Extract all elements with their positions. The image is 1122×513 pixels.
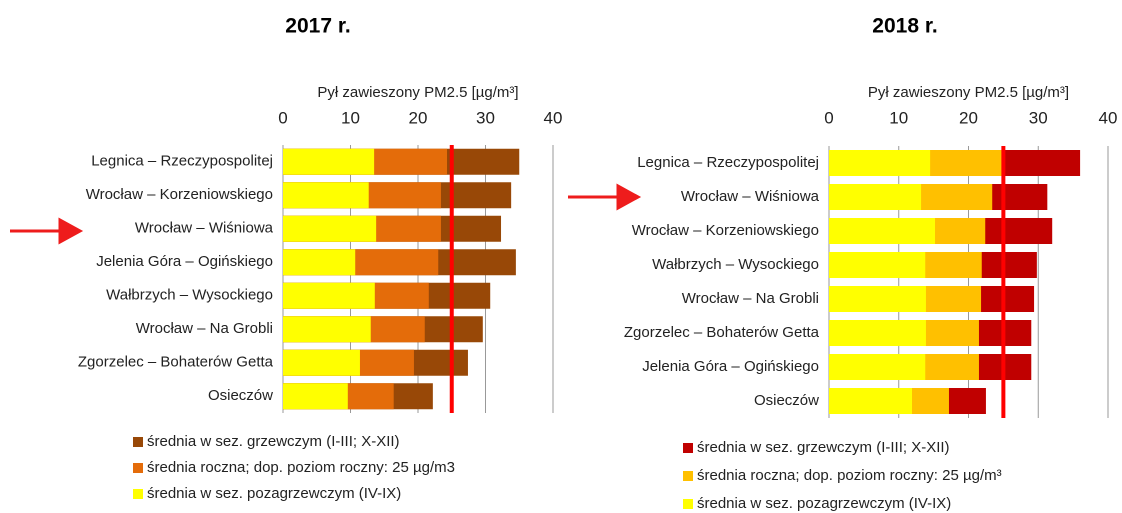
x-tick-label: 20 xyxy=(959,108,978,127)
bar xyxy=(283,182,369,209)
bar xyxy=(283,249,356,276)
category-label: Jelenia Góra – Ogińskiego xyxy=(96,253,273,270)
category-label: Wrocław – Wiśniowa xyxy=(681,188,820,205)
x-tick-label: 40 xyxy=(544,108,563,127)
x-tick-label: 0 xyxy=(824,108,833,127)
bar xyxy=(829,184,922,210)
legend-swatch xyxy=(683,471,693,481)
category-label: Wrocław – Wiśniowa xyxy=(135,220,274,237)
category-label: Osieczów xyxy=(208,387,273,404)
legend-swatch xyxy=(133,489,143,499)
chart-title: 2017 r. xyxy=(285,15,350,38)
x-tick-label: 10 xyxy=(889,108,908,127)
bar xyxy=(829,354,926,380)
bar xyxy=(283,383,348,410)
x-tick-label: 20 xyxy=(409,108,428,127)
bar xyxy=(283,349,360,376)
legend-label: średnia w sez. grzewczym (I-III; X-XII) xyxy=(147,433,400,450)
category-label: Zgorzelec – Bohaterów Getta xyxy=(78,354,274,371)
bar xyxy=(829,252,926,278)
bar xyxy=(283,148,375,175)
category-label: Zgorzelec – Bohaterów Getta xyxy=(624,324,820,341)
category-label: Legnica – Rzeczypospolitej xyxy=(637,154,819,171)
category-label: Wrocław – Korzeniowskiego xyxy=(632,222,819,239)
bar xyxy=(283,215,377,242)
arrow xyxy=(568,183,642,211)
category-label: Legnica – Rzeczypospolitej xyxy=(91,153,273,170)
category-label: Jelenia Góra – Ogińskiego xyxy=(642,358,819,375)
bar xyxy=(283,316,371,343)
legend-swatch xyxy=(683,499,693,509)
bar xyxy=(829,320,926,346)
category-label: Wrocław – Na Grobli xyxy=(682,290,819,307)
x-tick-label: 40 xyxy=(1099,108,1118,127)
bar xyxy=(829,218,936,244)
category-label: Wałbrzych – Wysockiego xyxy=(652,256,819,273)
x-tick-label: 0 xyxy=(278,108,287,127)
legend-swatch xyxy=(133,463,143,473)
legend-label: średnia roczna; dop. poziom roczny: 25 µ… xyxy=(697,467,1002,484)
category-label: Osieczów xyxy=(754,392,819,409)
legend-label: średnia w sez. grzewczym (I-III; X-XII) xyxy=(697,439,950,456)
chart-title: 2018 r. xyxy=(872,15,937,38)
bar xyxy=(283,282,375,309)
x-tick-label: 30 xyxy=(1029,108,1048,127)
axis-title: Pył zawieszony PM2.5 [µg/m³] xyxy=(868,84,1069,101)
legend-swatch xyxy=(683,443,693,453)
x-tick-label: 30 xyxy=(476,108,495,127)
bar xyxy=(829,286,926,312)
x-tick-label: 10 xyxy=(341,108,360,127)
category-label: Wrocław – Na Grobli xyxy=(136,320,273,337)
bar xyxy=(829,150,931,176)
bar xyxy=(829,388,913,414)
category-label: Wrocław – Korzeniowskiego xyxy=(86,186,273,203)
arrow xyxy=(10,217,84,245)
legend-swatch xyxy=(133,437,143,447)
category-label: Wałbrzych – Wysockiego xyxy=(106,287,273,304)
axis-title: Pył zawieszony PM2.5 [µg/m³] xyxy=(317,84,518,101)
legend-label: średnia w sez. pozagrzewczym (IV-IX) xyxy=(147,485,401,502)
legend-label: średnia w sez. pozagrzewczym (IV-IX) xyxy=(697,495,951,512)
legend-label: średnia roczna; dop. poziom roczny: 25 µ… xyxy=(147,459,455,476)
